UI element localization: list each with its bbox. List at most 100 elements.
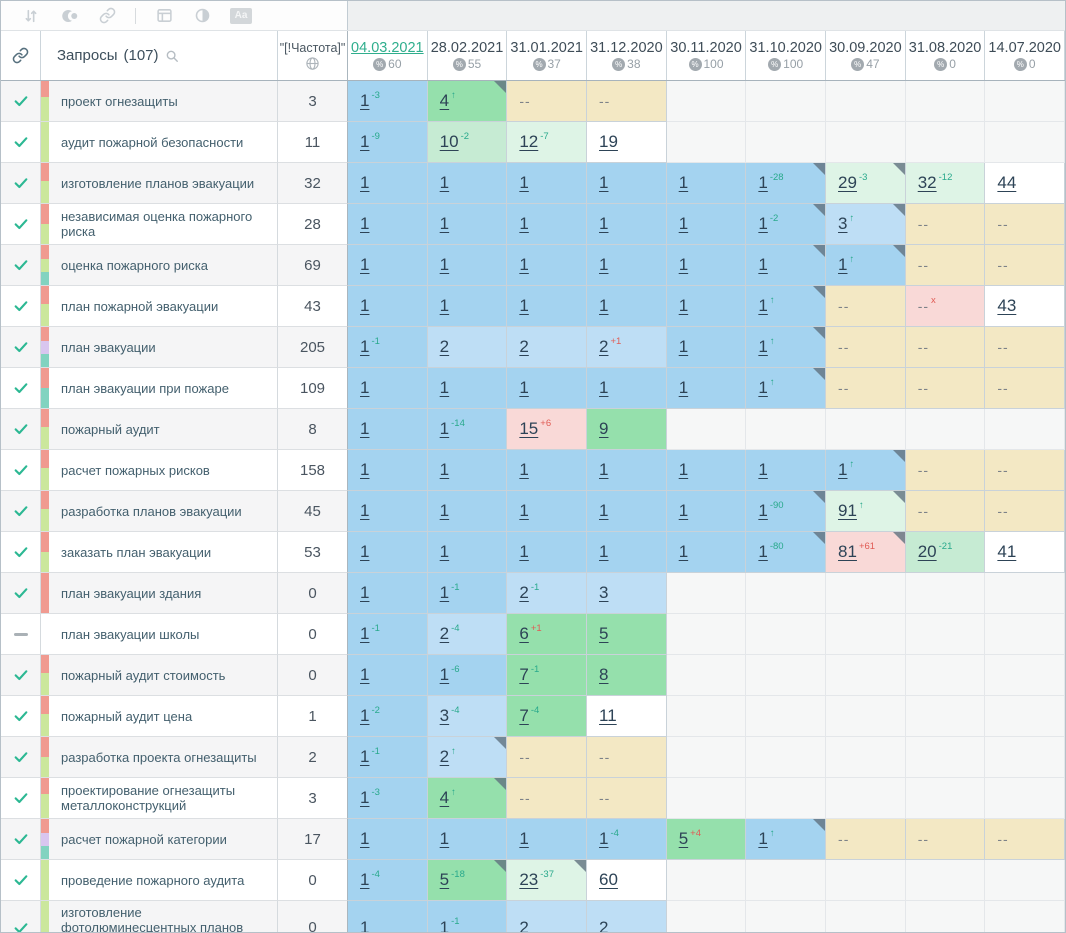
position-value[interactable]: 1 [758, 829, 768, 848]
position-cell[interactable]: 1 -90 [746, 491, 827, 532]
position-value[interactable]: 1 [360, 255, 370, 274]
position-cell[interactable]: 1 ↑ [826, 450, 906, 491]
position-cell[interactable]: -- [826, 327, 906, 368]
position-value[interactable]: 1 [439, 583, 450, 602]
position-cell[interactable]: 1 -2 [348, 696, 428, 737]
position-value[interactable]: 60 [599, 870, 618, 889]
position-cell[interactable]: 1 [348, 245, 428, 286]
keyword-checkbox[interactable] [1, 778, 41, 819]
keyword-cell[interactable]: расчет пожарных рисков [41, 450, 278, 491]
position-cell[interactable]: 1 [666, 491, 747, 532]
position-cell[interactable]: 1 -1 [348, 327, 428, 368]
position-value[interactable]: 1 [439, 173, 450, 192]
position-value[interactable]: 1 [439, 214, 450, 233]
window-icon[interactable] [154, 6, 174, 26]
position-cell[interactable]: 1 [427, 163, 508, 204]
position-value[interactable]: 1 [678, 296, 689, 315]
position-value[interactable]: 5 [599, 624, 609, 643]
position-cell[interactable]: -- [587, 737, 667, 778]
position-value[interactable]: 1 [519, 255, 529, 274]
position-value[interactable]: 1 [678, 173, 689, 192]
position-value[interactable]: 1 [519, 214, 529, 233]
position-cell[interactable]: 1 -28 [746, 163, 827, 204]
position-cell[interactable]: -- [905, 450, 986, 491]
keyword-cell[interactable]: пожарный аудит стоимость [41, 655, 278, 696]
header-date-28.02.2021[interactable]: 28.02.2021% 55 [428, 31, 508, 80]
sort-icon[interactable] [21, 6, 41, 26]
position-value[interactable]: 1 [838, 460, 848, 479]
position-value[interactable]: 1 [360, 91, 370, 110]
position-cell[interactable]: 20 -21 [905, 532, 986, 573]
position-value[interactable]: 1 [360, 747, 370, 766]
header-date-30.09.2020[interactable]: 30.09.2020% 47 [826, 31, 906, 80]
position-cell[interactable]: -- [905, 491, 986, 532]
keyword-checkbox[interactable] [1, 122, 41, 163]
position-cell[interactable]: -- [507, 737, 588, 778]
position-cell[interactable]: 1 [587, 491, 667, 532]
position-value[interactable]: 1 [360, 788, 370, 807]
position-value[interactable]: 1 [599, 255, 609, 274]
position-value[interactable]: 1 [599, 501, 609, 520]
position-cell[interactable]: -- [826, 286, 906, 327]
keyword-cell[interactable]: план эвакуации [41, 327, 278, 368]
position-cell[interactable]: -- [507, 81, 588, 122]
position-cell[interactable]: 1 ↑ [746, 286, 827, 327]
position-cell[interactable]: 3 -4 [427, 696, 508, 737]
position-value[interactable]: 3 [439, 706, 450, 725]
position-cell[interactable]: 6 +1 [507, 614, 588, 655]
keyword-cell[interactable]: разработка планов эвакуации [41, 491, 278, 532]
position-cell[interactable]: 1 -4 [348, 860, 428, 901]
position-value[interactable]: 1 [758, 296, 768, 315]
position-cell[interactable]: 1 [348, 491, 428, 532]
position-cell[interactable]: 1 ↑ [746, 819, 827, 860]
position-cell[interactable]: 1 ↑ [826, 245, 906, 286]
position-value[interactable]: 15 [519, 419, 539, 438]
position-value[interactable]: 1 [678, 460, 689, 479]
position-cell[interactable]: 5 -18 [427, 860, 508, 901]
position-value[interactable]: 1 [360, 173, 370, 192]
keyword-cell[interactable]: разработка проекта огнезащиты [41, 737, 278, 778]
position-cell[interactable]: -- [985, 204, 1065, 245]
position-value[interactable]: 2 [519, 337, 529, 356]
position-cell[interactable]: 1 [666, 532, 747, 573]
keyword-cell[interactable]: план эвакуации школы [41, 614, 278, 655]
header-date-30.11.2020[interactable]: 30.11.2020% 100 [667, 31, 747, 80]
position-cell[interactable]: 12 -7 [507, 122, 588, 163]
position-cell[interactable]: -- [985, 245, 1065, 286]
keyword-checkbox[interactable] [1, 327, 41, 368]
header-date-31.08.2020[interactable]: 31.08.2020% 0 [906, 31, 986, 80]
position-value[interactable]: 1 [519, 829, 529, 848]
position-value[interactable]: 2 [519, 917, 529, 933]
position-cell[interactable]: 2 [507, 901, 588, 933]
position-cell[interactable]: 1 [507, 286, 588, 327]
position-cell[interactable]: 2 ↑ [427, 737, 508, 778]
position-value[interactable]: 41 [997, 542, 1017, 561]
position-value[interactable]: 23 [519, 870, 539, 889]
keyword-cell[interactable]: независимая оценка пожарного риска [41, 204, 278, 245]
position-cell[interactable]: 29 -3 [826, 163, 906, 204]
position-value[interactable]: 10 [439, 132, 459, 151]
keyword-cell[interactable]: проектирование огнезащиты металлоконстру… [41, 778, 278, 819]
position-value[interactable]: 1 [360, 214, 370, 233]
position-cell[interactable]: 1 [507, 204, 588, 245]
position-cell[interactable]: 32 -12 [905, 163, 986, 204]
position-cell[interactable]: 1 [666, 450, 747, 491]
position-cell[interactable]: 1 [427, 368, 508, 409]
position-cell[interactable]: 1 -6 [427, 655, 508, 696]
keyword-checkbox[interactable] [1, 573, 41, 614]
position-value[interactable]: 1 [599, 829, 609, 848]
position-cell[interactable]: 1 [507, 819, 588, 860]
position-cell[interactable]: 1 [348, 286, 428, 327]
header-link-column[interactable] [1, 31, 41, 80]
position-cell[interactable]: 1 [666, 163, 747, 204]
position-value[interactable]: 1 [758, 460, 768, 479]
keyword-cell[interactable]: план пожарной эвакуации [41, 286, 278, 327]
position-value[interactable]: 19 [599, 132, 618, 151]
position-cell[interactable]: 1 [587, 204, 667, 245]
position-cell[interactable]: -- [985, 327, 1065, 368]
position-cell[interactable]: 1 [348, 819, 428, 860]
position-cell[interactable]: -- [985, 450, 1065, 491]
position-cell[interactable]: 1 -1 [348, 614, 428, 655]
keyword-checkbox[interactable] [1, 819, 41, 860]
position-cell[interactable]: 1 -1 [348, 737, 428, 778]
